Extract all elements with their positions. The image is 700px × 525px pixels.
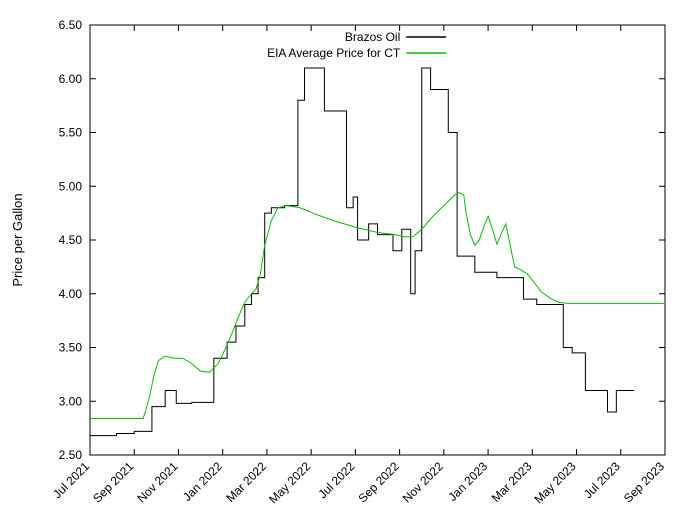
legend-label: Brazos Oil xyxy=(345,30,400,44)
y-tick-label: 3.50 xyxy=(59,341,83,355)
y-tick-label: 6.00 xyxy=(59,72,83,86)
price-chart: 2.503.003.504.004.505.005.506.006.50Jul … xyxy=(0,0,700,525)
y-tick-label: 3.00 xyxy=(59,394,83,408)
y-tick-label: 2.50 xyxy=(59,448,83,462)
y-tick-label: 4.50 xyxy=(59,233,83,247)
y-tick-label: 5.50 xyxy=(59,126,83,140)
y-tick-label: 6.50 xyxy=(59,18,83,32)
chart-svg: 2.503.003.504.004.505.005.506.006.50Jul … xyxy=(0,0,700,525)
y-tick-label: 4.00 xyxy=(59,287,83,301)
y-tick-label: 5.00 xyxy=(59,179,83,193)
chart-bg xyxy=(0,0,700,525)
legend-label: EIA Average Price for CT xyxy=(267,46,401,60)
y-axis-label: Price per Gallon xyxy=(10,193,25,286)
